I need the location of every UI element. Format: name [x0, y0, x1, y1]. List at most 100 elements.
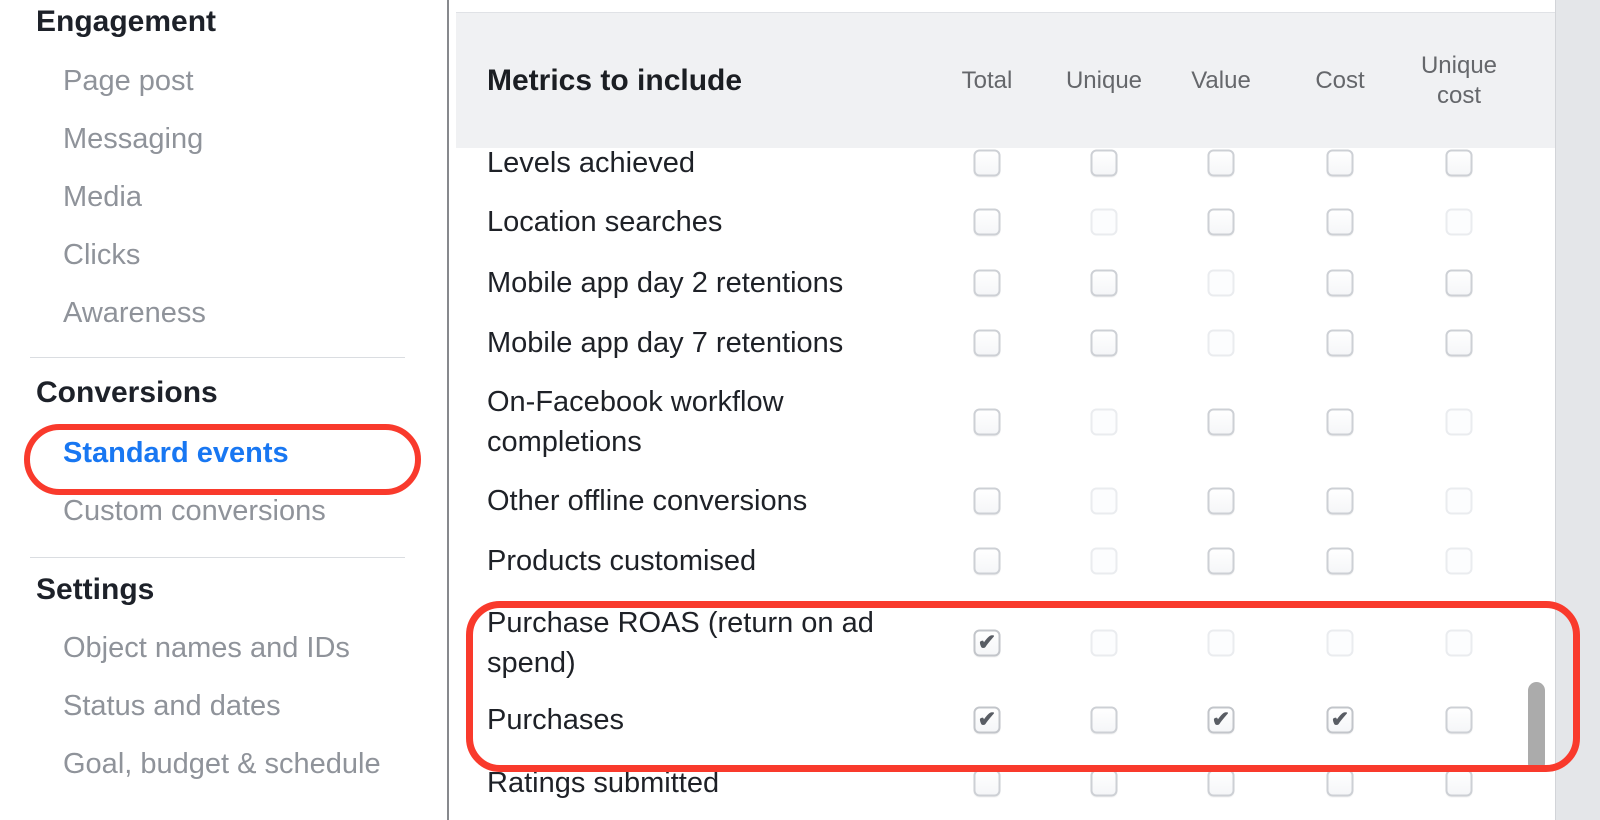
- checkbox-unique[interactable]: [1090, 269, 1118, 297]
- checkbox-value[interactable]: [1207, 408, 1235, 436]
- metric-row: Ratings submitted: [456, 753, 1555, 813]
- sidebar-item-status-and-dates[interactable]: Status and dates: [63, 690, 281, 722]
- sidebar-section-divider: [30, 357, 405, 358]
- metric-label: Ratings submitted: [487, 767, 720, 799]
- checkbox-unique[interactable]: [1090, 149, 1118, 177]
- checkbox-value[interactable]: ✔: [1207, 706, 1235, 734]
- checkbox-cost[interactable]: [1326, 487, 1354, 515]
- column-header-unique: Unique: [1065, 66, 1143, 94]
- sidebar-item-object-names-and-ids[interactable]: Object names and IDs: [63, 632, 350, 664]
- sidebar-item-awareness[interactable]: Awareness: [63, 297, 206, 329]
- column-header-total: Total: [961, 66, 1013, 94]
- checkbox-total[interactable]: ✔: [973, 706, 1001, 734]
- sidebar-item-page-post[interactable]: Page post: [63, 65, 194, 97]
- sidebar-item-custom-conversions[interactable]: Custom conversions: [63, 495, 326, 527]
- metric-label: Mobile app day 2 retentions: [487, 267, 844, 299]
- checkmark-icon: ✔: [1211, 706, 1231, 731]
- checkbox-cost[interactable]: [1326, 208, 1354, 236]
- sidebar-item-goal-budget-schedule[interactable]: Goal, budget & schedule: [63, 748, 381, 780]
- metric-label: Purchases: [487, 704, 625, 736]
- checkbox-cost[interactable]: [1326, 269, 1354, 297]
- checkbox-unique: [1090, 408, 1118, 436]
- column-header-unique-cost: Unique cost: [1420, 51, 1498, 109]
- metric-label: Purchase ROAS (return on ad spend): [487, 607, 874, 679]
- category-sidebar: Engagement Page post Messaging Media Clicks A…: [0, 0, 448, 820]
- checkbox-total[interactable]: ✔: [973, 629, 1001, 657]
- metric-row: Mobile app day 7 retentions: [456, 313, 1555, 373]
- checkbox-unique[interactable]: [1090, 769, 1118, 797]
- checkbox-cost[interactable]: [1326, 769, 1354, 797]
- metric-label: Mobile app day 7 retentions: [487, 327, 844, 359]
- checkbox-total[interactable]: [973, 208, 1001, 236]
- checkbox-unique-cost[interactable]: [1445, 329, 1473, 357]
- checkmark-icon: ✔: [1330, 706, 1350, 731]
- column-header-cost: Cost: [1315, 66, 1365, 94]
- sidebar-item-standard-events[interactable]: Standard events: [63, 437, 289, 469]
- checkbox-unique[interactable]: [1090, 706, 1118, 734]
- metric-row: Products customised: [456, 531, 1555, 591]
- checkbox-value[interactable]: [1207, 487, 1235, 515]
- sidebar-item-clicks[interactable]: Clicks: [63, 239, 141, 271]
- checkbox-total[interactable]: [973, 329, 1001, 357]
- metrics-table-header: Metrics to include Total Unique Value Cost U…: [456, 12, 1555, 148]
- checkbox-total[interactable]: [973, 487, 1001, 515]
- checkbox-unique[interactable]: [1090, 329, 1118, 357]
- sidebar-item-media[interactable]: Media: [63, 181, 142, 213]
- sidebar-section-title: Conversions: [36, 376, 218, 409]
- checkbox-total[interactable]: [973, 149, 1001, 177]
- checkbox-value: [1207, 629, 1235, 657]
- right-gutter: [1555, 0, 1600, 820]
- checkbox-unique: [1090, 547, 1118, 575]
- metrics-panel: Metrics to include Total Unique Value Cost U…: [449, 0, 1555, 820]
- sidebar-section-title: Engagement: [36, 5, 217, 38]
- checkbox-unique-cost: [1445, 547, 1473, 575]
- column-header-value: Value: [1191, 66, 1251, 94]
- checkbox-unique: [1090, 208, 1118, 236]
- metric-row: Mobile app day 2 retentions: [456, 253, 1555, 313]
- metric-label: Location searches: [487, 206, 723, 238]
- checkbox-total[interactable]: [973, 547, 1001, 575]
- checkbox-total[interactable]: [973, 408, 1001, 436]
- checkbox-unique-cost: [1445, 208, 1473, 236]
- checkbox-unique-cost: [1445, 629, 1473, 657]
- metric-label: Levels achieved: [487, 147, 695, 179]
- checkbox-unique: [1090, 487, 1118, 515]
- checkmark-icon: ✔: [977, 629, 997, 654]
- checkbox-cost: [1326, 629, 1354, 657]
- checkbox-unique-cost[interactable]: [1445, 706, 1473, 734]
- checkbox-unique-cost: [1445, 487, 1473, 515]
- metric-row: Purchases ✔ ✔ ✔: [456, 690, 1555, 750]
- checkbox-value: [1207, 329, 1235, 357]
- vertical-scrollbar-thumb[interactable]: [1528, 682, 1545, 772]
- checkbox-cost[interactable]: [1326, 408, 1354, 436]
- checkbox-unique-cost[interactable]: [1445, 269, 1473, 297]
- checkbox-unique-cost: [1445, 408, 1473, 436]
- metric-label: Products customised: [487, 545, 757, 577]
- checkbox-value[interactable]: [1207, 149, 1235, 177]
- metric-row: Levels achieved: [456, 133, 1555, 193]
- checkbox-value[interactable]: [1207, 208, 1235, 236]
- checkbox-value[interactable]: [1207, 547, 1235, 575]
- sidebar-section-divider: [30, 557, 405, 558]
- checkbox-unique-cost[interactable]: [1445, 769, 1473, 797]
- checkbox-value[interactable]: [1207, 769, 1235, 797]
- checkbox-cost[interactable]: [1326, 547, 1354, 575]
- checkbox-cost[interactable]: ✔: [1326, 706, 1354, 734]
- checkbox-unique-cost[interactable]: [1445, 149, 1473, 177]
- checkbox-unique: [1090, 629, 1118, 657]
- sidebar-section-title: Settings: [36, 573, 155, 606]
- sidebar-panel-divider: [447, 0, 449, 820]
- metric-row: On-Facebook workflow completions: [456, 372, 1555, 472]
- checkbox-total[interactable]: [973, 269, 1001, 297]
- metric-row: Purchase ROAS (return on ad spend) ✔: [456, 593, 1555, 693]
- checkbox-cost[interactable]: [1326, 329, 1354, 357]
- checkbox-total[interactable]: [973, 769, 1001, 797]
- checkbox-cost[interactable]: [1326, 149, 1354, 177]
- metric-row: Location searches: [456, 192, 1555, 252]
- metric-label: On-Facebook workflow completions: [487, 386, 784, 458]
- metrics-table-title: Metrics to include: [487, 63, 743, 97]
- checkbox-value: [1207, 269, 1235, 297]
- metric-row: Other offline conversions: [456, 471, 1555, 531]
- sidebar-item-messaging[interactable]: Messaging: [63, 123, 204, 155]
